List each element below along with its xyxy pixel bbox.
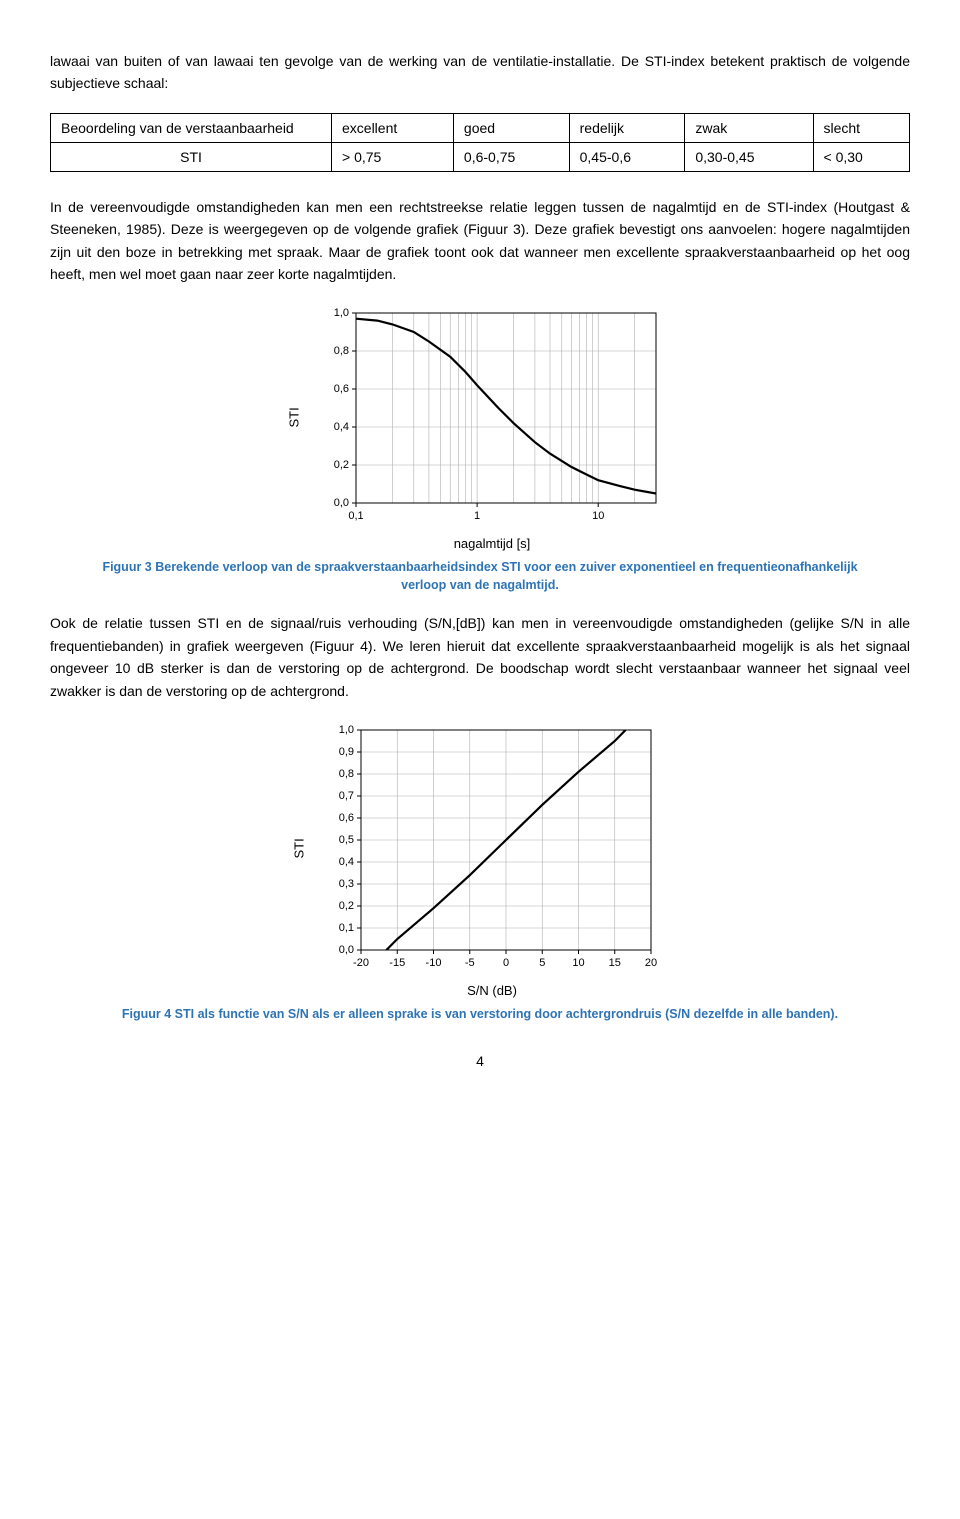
svg-text:1,0: 1,0: [339, 724, 354, 736]
figure-4-xlabel: S/N (dB): [323, 983, 661, 998]
val-zwak: 0,30-0,45: [685, 142, 813, 171]
paragraph-2: In de vereenvoudigde omstandigheden kan …: [50, 196, 910, 286]
svg-text:0,3: 0,3: [339, 878, 354, 890]
svg-text:0,6: 0,6: [339, 812, 354, 824]
svg-text:0,4: 0,4: [334, 421, 349, 433]
svg-text:-20: -20: [353, 957, 369, 969]
svg-text:-10: -10: [426, 957, 442, 969]
col-goed: goed: [453, 113, 569, 142]
paragraph-3: Ook de relatie tussen STI en de signaal/…: [50, 612, 910, 702]
col-excellent: excellent: [332, 113, 454, 142]
svg-text:0,8: 0,8: [334, 345, 349, 357]
figure-4-wrap: STI 0,00,10,20,30,40,50,60,70,80,91,0-20…: [50, 720, 910, 998]
figure-3-caption: Figuur 3 Berekende verloop van de spraak…: [90, 559, 870, 594]
svg-text:15: 15: [609, 957, 621, 969]
svg-text:-5: -5: [465, 957, 475, 969]
svg-text:0,9: 0,9: [339, 746, 354, 758]
val-slecht: < 0,30: [813, 142, 910, 171]
figure-4-chart: 0,0 0,1 0,2 0,3 0,4 0,5 0,6 0,7 0,8 0,9 1,0 -20 -15 -…: [323, 720, 661, 977]
col-redelijk: redelijk: [569, 113, 685, 142]
col-slecht: slecht: [813, 113, 910, 142]
rating-header-label: Beoordeling van de verstaanbaarheid: [51, 113, 332, 142]
val-goed: 0,6-0,75: [453, 142, 569, 171]
svg-text:0,0: 0,0: [334, 497, 349, 509]
svg-text:1: 1: [474, 510, 480, 522]
svg-text:0,8: 0,8: [339, 768, 354, 780]
svg-text:0: 0: [503, 957, 509, 969]
svg-text:-15: -15: [389, 957, 405, 969]
svg-text:20: 20: [645, 957, 657, 969]
figure-3-wrap: STI 0,00,20,40,60,81,00,1110 nagalmtijd …: [50, 303, 910, 551]
val-redelijk: 0,45-0,6: [569, 142, 685, 171]
svg-text:5: 5: [539, 957, 545, 969]
page-number: 4: [50, 1053, 910, 1069]
svg-text:1,0: 1,0: [334, 307, 349, 319]
svg-text:0,4: 0,4: [339, 856, 354, 868]
svg-text:10: 10: [572, 957, 584, 969]
svg-text:0,6: 0,6: [334, 383, 349, 395]
figure-3-chart: 0,0 0,2 0,4 0,6 0,8 1,0 0,1 1 10: [318, 303, 666, 530]
svg-text:0,2: 0,2: [334, 459, 349, 471]
svg-text:0,1: 0,1: [348, 510, 363, 522]
svg-text:0,1: 0,1: [339, 922, 354, 934]
rating-table-wrap: Beoordeling van de verstaanbaarheid exce…: [50, 113, 910, 172]
svg-text:0,0: 0,0: [339, 944, 354, 956]
rating-table: Beoordeling van de verstaanbaarheid exce…: [50, 113, 910, 172]
paragraph-1: lawaai van buiten of van lawaai ten gevo…: [50, 50, 910, 95]
col-zwak: zwak: [685, 113, 813, 142]
val-excellent: > 0,75: [332, 142, 454, 171]
svg-text:10: 10: [592, 510, 604, 522]
figure-3-xlabel: nagalmtijd [s]: [318, 536, 666, 551]
sti-row-label: STI: [51, 142, 332, 171]
svg-text:0,2: 0,2: [339, 900, 354, 912]
figure-4-caption: Figuur 4 STI als functie van S/N als er …: [90, 1006, 870, 1024]
svg-text:0,5: 0,5: [339, 834, 354, 846]
svg-text:0,7: 0,7: [339, 790, 354, 802]
